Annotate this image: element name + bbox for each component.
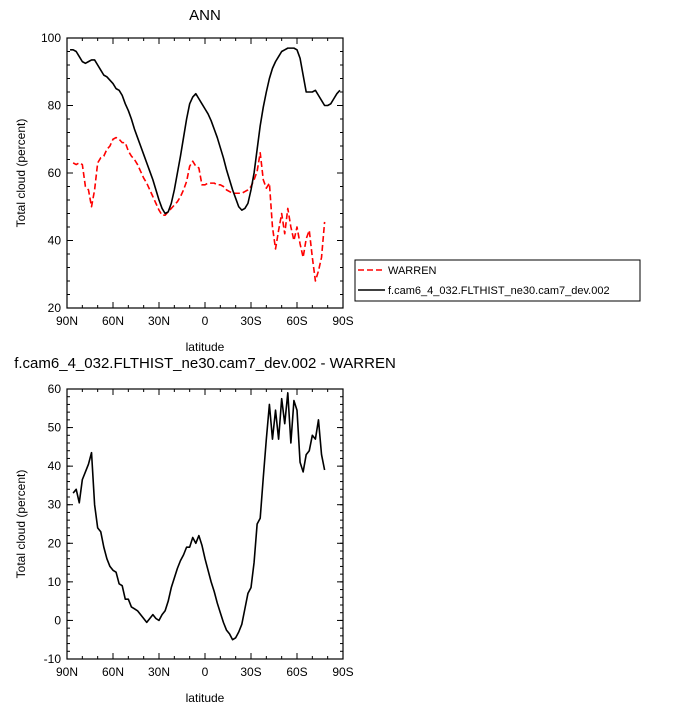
bottom-panel-x-tick-label: 30S bbox=[240, 665, 261, 679]
top-panel: ANN Total cloud (percent) latitude 90N 60… bbox=[14, 7, 354, 354]
top-panel-x-tick-label: 30S bbox=[240, 314, 261, 328]
bottom-panel-y-tick-label: 10 bbox=[48, 575, 62, 589]
bottom-panel-y-tick-label: 30 bbox=[48, 498, 62, 512]
top-panel-y-tick-label: 100 bbox=[41, 31, 61, 45]
bottom-panel-y-axis-label: Total cloud (percent) bbox=[14, 470, 28, 579]
top-panel-x-tick-label: 0 bbox=[202, 314, 209, 328]
top-panel-x-tick-label: 60S bbox=[286, 314, 307, 328]
bottom-panel-x-tick-label: 30N bbox=[148, 665, 170, 679]
bottom-panel: f.cam6_4_032.FLTHIST_ne30.cam7_dev.002 -… bbox=[14, 355, 396, 705]
bottom-panel-x-tick-label: 60N bbox=[102, 665, 124, 679]
legend-label-model: f.cam6_4_032.FLTHIST_ne30.cam7_dev.002 bbox=[388, 285, 610, 297]
legend-box bbox=[354, 259, 641, 302]
bottom-panel-y-tick-label: -10 bbox=[44, 652, 62, 666]
top-panel-y-tick-label: 80 bbox=[48, 99, 62, 113]
bottom-panel-y-tick-label: 20 bbox=[48, 536, 62, 550]
top-panel-y-axis-label: Total cloud (percent) bbox=[14, 119, 28, 228]
bottom-panel-x-axis-label: latitude bbox=[186, 691, 225, 705]
top-panel-series bbox=[70, 47, 341, 282]
top-panel-y-tick-label: 20 bbox=[48, 301, 62, 315]
legend-label-warren: WARREN bbox=[388, 265, 437, 277]
bottom-panel-x-tick-label: 90S bbox=[332, 665, 353, 679]
top-panel-x-tick-label: 90S bbox=[332, 314, 353, 328]
legend: WARREN f.cam6_4_032.FLTHIST_ne30.cam7_de… bbox=[354, 259, 641, 302]
bottom-panel-axis-ticks: 90N 60N 30N 0 30S 60S 90S -10 0 10 20 30 40 50 60 bbox=[44, 382, 354, 679]
top-panel-x-tick-label: 90N bbox=[56, 314, 78, 328]
bottom-panel-series-line-1 bbox=[72, 392, 326, 641]
bottom-panel-y-tick-label: 50 bbox=[48, 421, 62, 435]
bottom-panel-x-tick-label: 0 bbox=[202, 665, 209, 679]
bottom-panel-y-tick-label: 40 bbox=[48, 459, 62, 473]
bottom-panel-x-tick-label: 90N bbox=[56, 665, 78, 679]
bottom-panel-x-tick-label: 60S bbox=[286, 665, 307, 679]
top-panel-series-line-1 bbox=[72, 136, 326, 282]
bottom-panel-plot-frame bbox=[66, 388, 344, 660]
top-panel-axis-ticks: 90N 60N 30N 0 30S 60S 90S 20 40 60 80 100 bbox=[41, 31, 354, 328]
top-panel-x-tick-label: 30N bbox=[148, 314, 170, 328]
top-panel-title: ANN bbox=[189, 7, 221, 24]
top-panel-series-line-2 bbox=[70, 47, 341, 215]
bottom-panel-title: f.cam6_4_032.FLTHIST_ne30.cam7_dev.002 -… bbox=[14, 355, 396, 372]
bottom-panel-y-tick-label: 0 bbox=[54, 613, 61, 627]
top-panel-x-tick-label: 60N bbox=[102, 314, 124, 328]
bottom-panel-series bbox=[72, 392, 326, 641]
top-panel-y-tick-label: 40 bbox=[48, 234, 62, 248]
bottom-panel-y-tick-label: 60 bbox=[48, 382, 62, 396]
top-panel-plot-frame bbox=[66, 37, 344, 309]
top-panel-y-tick-label: 60 bbox=[48, 166, 62, 180]
top-panel-x-axis-label: latitude bbox=[186, 340, 225, 354]
